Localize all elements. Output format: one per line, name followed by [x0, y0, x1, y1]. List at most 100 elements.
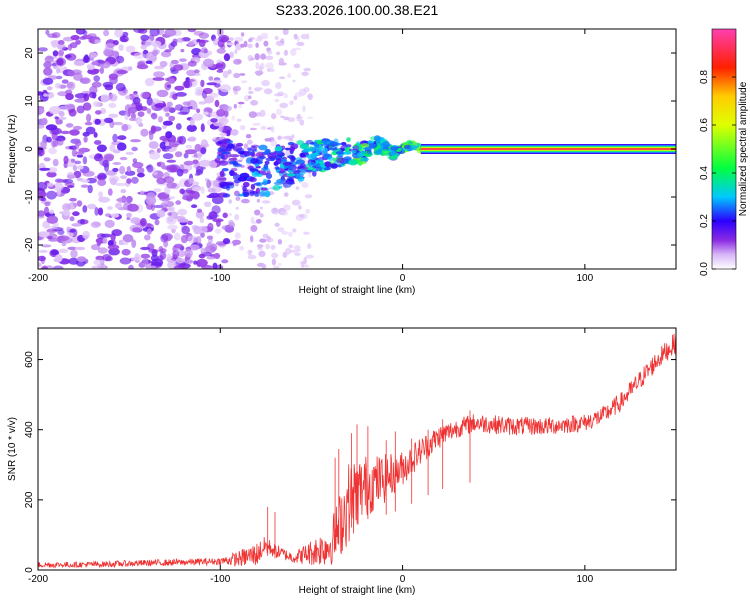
heatmap-cell [272, 184, 281, 191]
heatmap-cell [94, 140, 102, 145]
heatmap-cell [193, 260, 198, 265]
heatmap-cell [275, 82, 282, 90]
heatmap-cell [65, 123, 74, 128]
heatmap-cell [237, 101, 245, 105]
heatmap-cell [104, 84, 114, 91]
snr-frame [37, 327, 677, 571]
heatmap-cell [111, 121, 124, 126]
heatmap-cell [301, 143, 309, 150]
heatmap-cell [274, 146, 283, 152]
heatmap-cell [255, 37, 263, 42]
heatmap-cell [140, 218, 147, 227]
heatmap-cell [131, 146, 138, 152]
heatmap-cell [264, 55, 274, 60]
heatmap-cell [47, 33, 58, 38]
heatmap-cell [116, 197, 129, 204]
heatmap-cell [250, 57, 255, 61]
heatmap-cell [125, 45, 136, 53]
heatmap-cell [116, 69, 128, 75]
heatmap-cell [214, 157, 221, 163]
heatmap-cell [110, 213, 120, 218]
heatmap-cell [236, 142, 244, 147]
x-tick-label: -100 [210, 273, 230, 284]
heatmap-cell [200, 123, 205, 133]
heatmap-cell [46, 215, 59, 224]
heatmap-cell [232, 163, 243, 168]
heatmap-cell [273, 93, 283, 97]
heatmap-cell [232, 239, 241, 245]
heatmap-cell [112, 133, 118, 143]
heatmap-cell [100, 233, 112, 238]
heatmap-cell [222, 70, 229, 79]
heatmap-cell [292, 228, 297, 233]
heatmap-cell [96, 241, 101, 247]
heatmap-cell [167, 212, 172, 216]
heatmap-cell [173, 243, 184, 249]
y-tick-label: -10 [24, 189, 35, 204]
heatmap-cell [222, 238, 231, 245]
heatmap-cell [180, 234, 188, 244]
heatmap-cell [182, 101, 191, 106]
heatmap-cell [212, 218, 224, 223]
heatmap-cell [166, 164, 178, 173]
heatmap-cell [154, 103, 167, 108]
heatmap-cell [297, 114, 301, 117]
heatmap-cell [68, 109, 77, 117]
heatmap-cell [175, 200, 182, 205]
heatmap-cell [267, 49, 273, 55]
heatmap-cell [45, 29, 50, 35]
heatmap-cell [220, 36, 228, 43]
heatmap-cell [221, 259, 229, 264]
heatmap-cell [305, 169, 313, 173]
heatmap-cell [104, 154, 114, 162]
heatmap-cell [121, 248, 131, 256]
y-tick-label: 20 [24, 47, 35, 59]
heatmap-cell [159, 196, 171, 202]
heatmap-cell [307, 243, 312, 250]
heatmap-cell [57, 40, 65, 45]
heatmap-cell [265, 243, 270, 250]
heatmap-cell [217, 177, 227, 181]
heatmap-cell [242, 191, 250, 197]
heatmap-cell [112, 149, 121, 154]
heatmap-cell [82, 205, 88, 213]
heatmap-cell [90, 39, 95, 44]
heatmap-cell [112, 167, 119, 172]
heatmap-cell [206, 242, 213, 249]
heatmap-cell [261, 79, 270, 87]
heatmap-cell [160, 234, 169, 243]
heatmap-cell [188, 178, 194, 185]
heatmap-cell [234, 214, 240, 221]
heatmap-cell [40, 140, 47, 149]
heatmap-cell [283, 116, 290, 121]
heatmap-cell [189, 244, 200, 251]
heatmap-cell [44, 206, 49, 215]
heatmap-cell [66, 174, 76, 179]
heatmap-cell [38, 106, 45, 115]
heatmap-cell [177, 208, 188, 216]
heatmap-cell [259, 206, 263, 210]
colorbar-tick-label: 0.0 [699, 262, 710, 276]
heatmap-cell [38, 255, 46, 262]
heatmap-cell [221, 140, 228, 147]
heatmap-cell [50, 249, 59, 256]
heatmap-cell [41, 117, 48, 126]
heatmap-cell [82, 156, 88, 165]
heatmap-cell [74, 93, 87, 99]
heatmap-cell [233, 103, 237, 109]
heatmap-cell [286, 173, 296, 177]
heatmap-cell [291, 199, 301, 206]
heatmap-cell [301, 182, 309, 188]
heatmap-cell [323, 167, 331, 171]
heatmap-cell [242, 185, 247, 192]
heatmap-cell [324, 161, 332, 168]
heatmap-cell [216, 109, 226, 117]
heatmap-cell [173, 232, 181, 241]
heatmap-cell [271, 252, 279, 259]
heatmap-cell [38, 47, 48, 52]
heatmap-cell [116, 142, 127, 151]
heatmap-cell [187, 29, 197, 33]
heatmap-cell [288, 244, 294, 249]
heatmap-cell [109, 144, 116, 152]
heatmap-cell [162, 124, 167, 130]
